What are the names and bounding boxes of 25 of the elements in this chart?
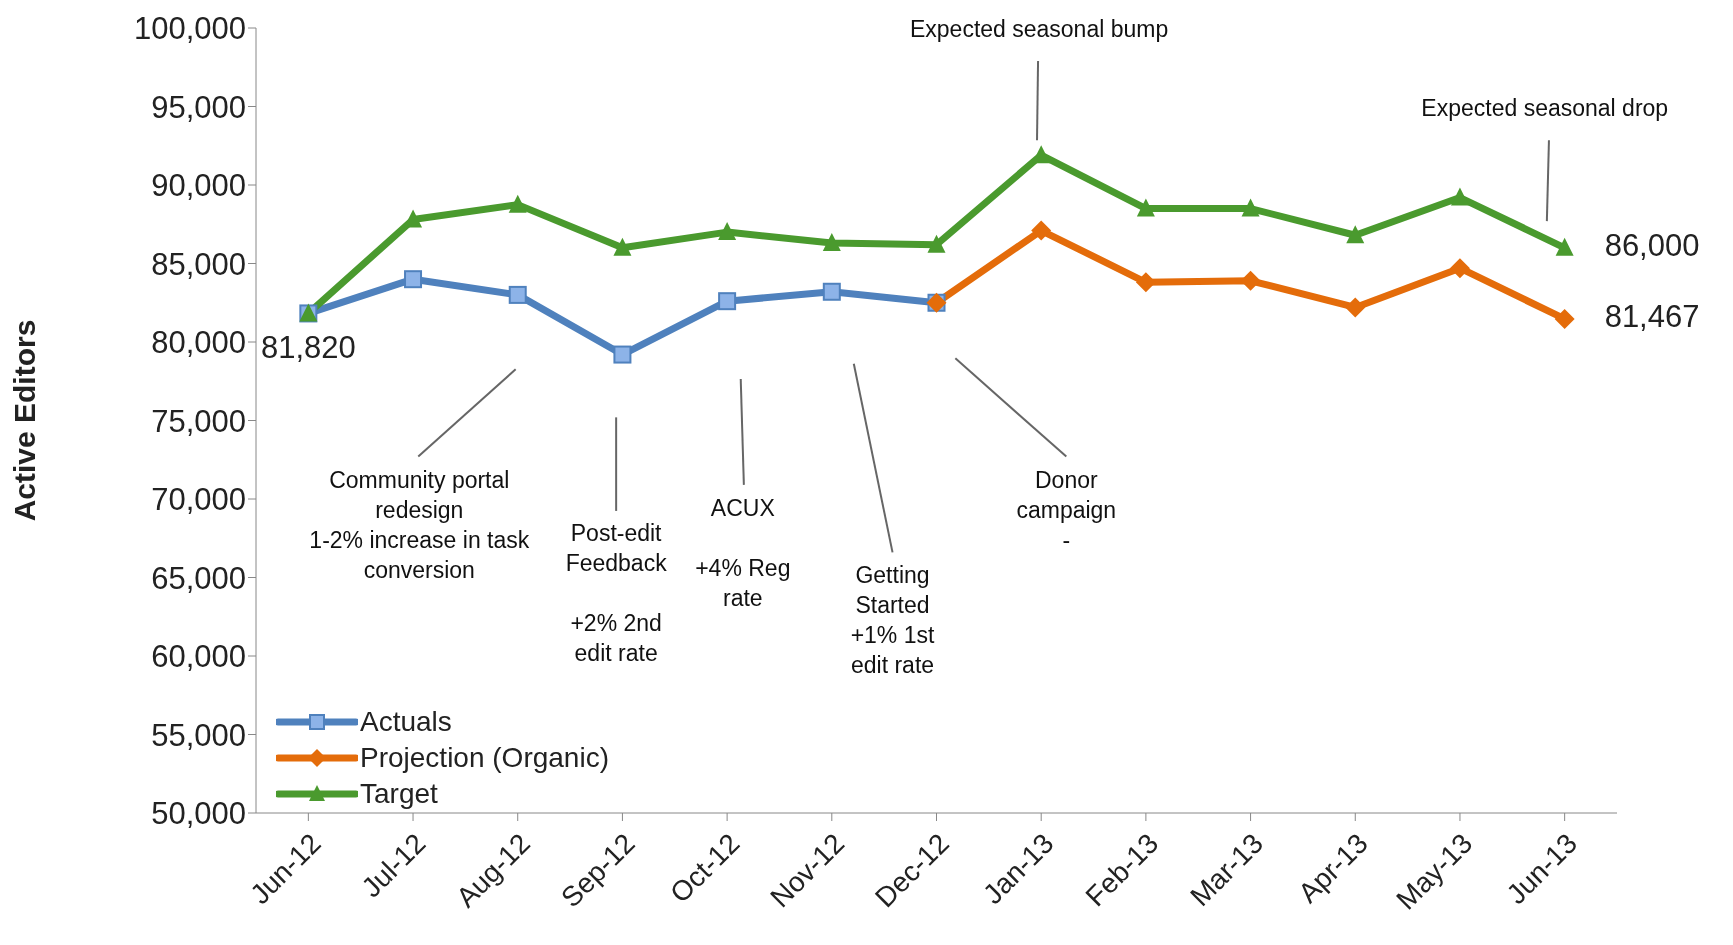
- y-tick-label: 60,000: [151, 639, 246, 675]
- y-tick-label: 75,000: [151, 403, 246, 439]
- data-label: 86,000: [1604, 227, 1700, 263]
- y-tick-label: 100,000: [133, 11, 246, 47]
- legend-label: Projection (Organic): [360, 742, 609, 774]
- legend-label: Target: [360, 778, 438, 810]
- annotation: Community portal redesign 1-2% increase in task conversion: [309, 467, 530, 584]
- text: Post-edit Feedback +2% 2nd edit rate: [565, 519, 667, 666]
- y-tick-label: 70,000: [151, 482, 246, 518]
- y-axis-title: Active Editors: [7, 319, 41, 522]
- y-tick-label: 55,000: [151, 717, 246, 753]
- annotation: Expected seasonal drop: [1421, 94, 1669, 121]
- y-tick-label: 90,000: [151, 168, 246, 204]
- y-tick-label: 65,000: [151, 560, 246, 596]
- y-tick-label: 50,000: [151, 796, 246, 832]
- annotation: Expected seasonal bump: [909, 16, 1169, 43]
- text: ACUX +4% Reg rate: [695, 495, 791, 612]
- y-tick-label: 95,000: [151, 89, 246, 125]
- y-tick-label: 85,000: [151, 246, 246, 282]
- y-tick-label: 80,000: [151, 325, 246, 361]
- legend-label: Actuals: [360, 706, 452, 738]
- data-label: 81,820: [260, 329, 356, 365]
- annotation: Getting Started +1% 1st edit rate: [850, 561, 936, 678]
- data-label: 81,467: [1604, 299, 1700, 335]
- annotation: Donor campaign -: [1016, 467, 1117, 554]
